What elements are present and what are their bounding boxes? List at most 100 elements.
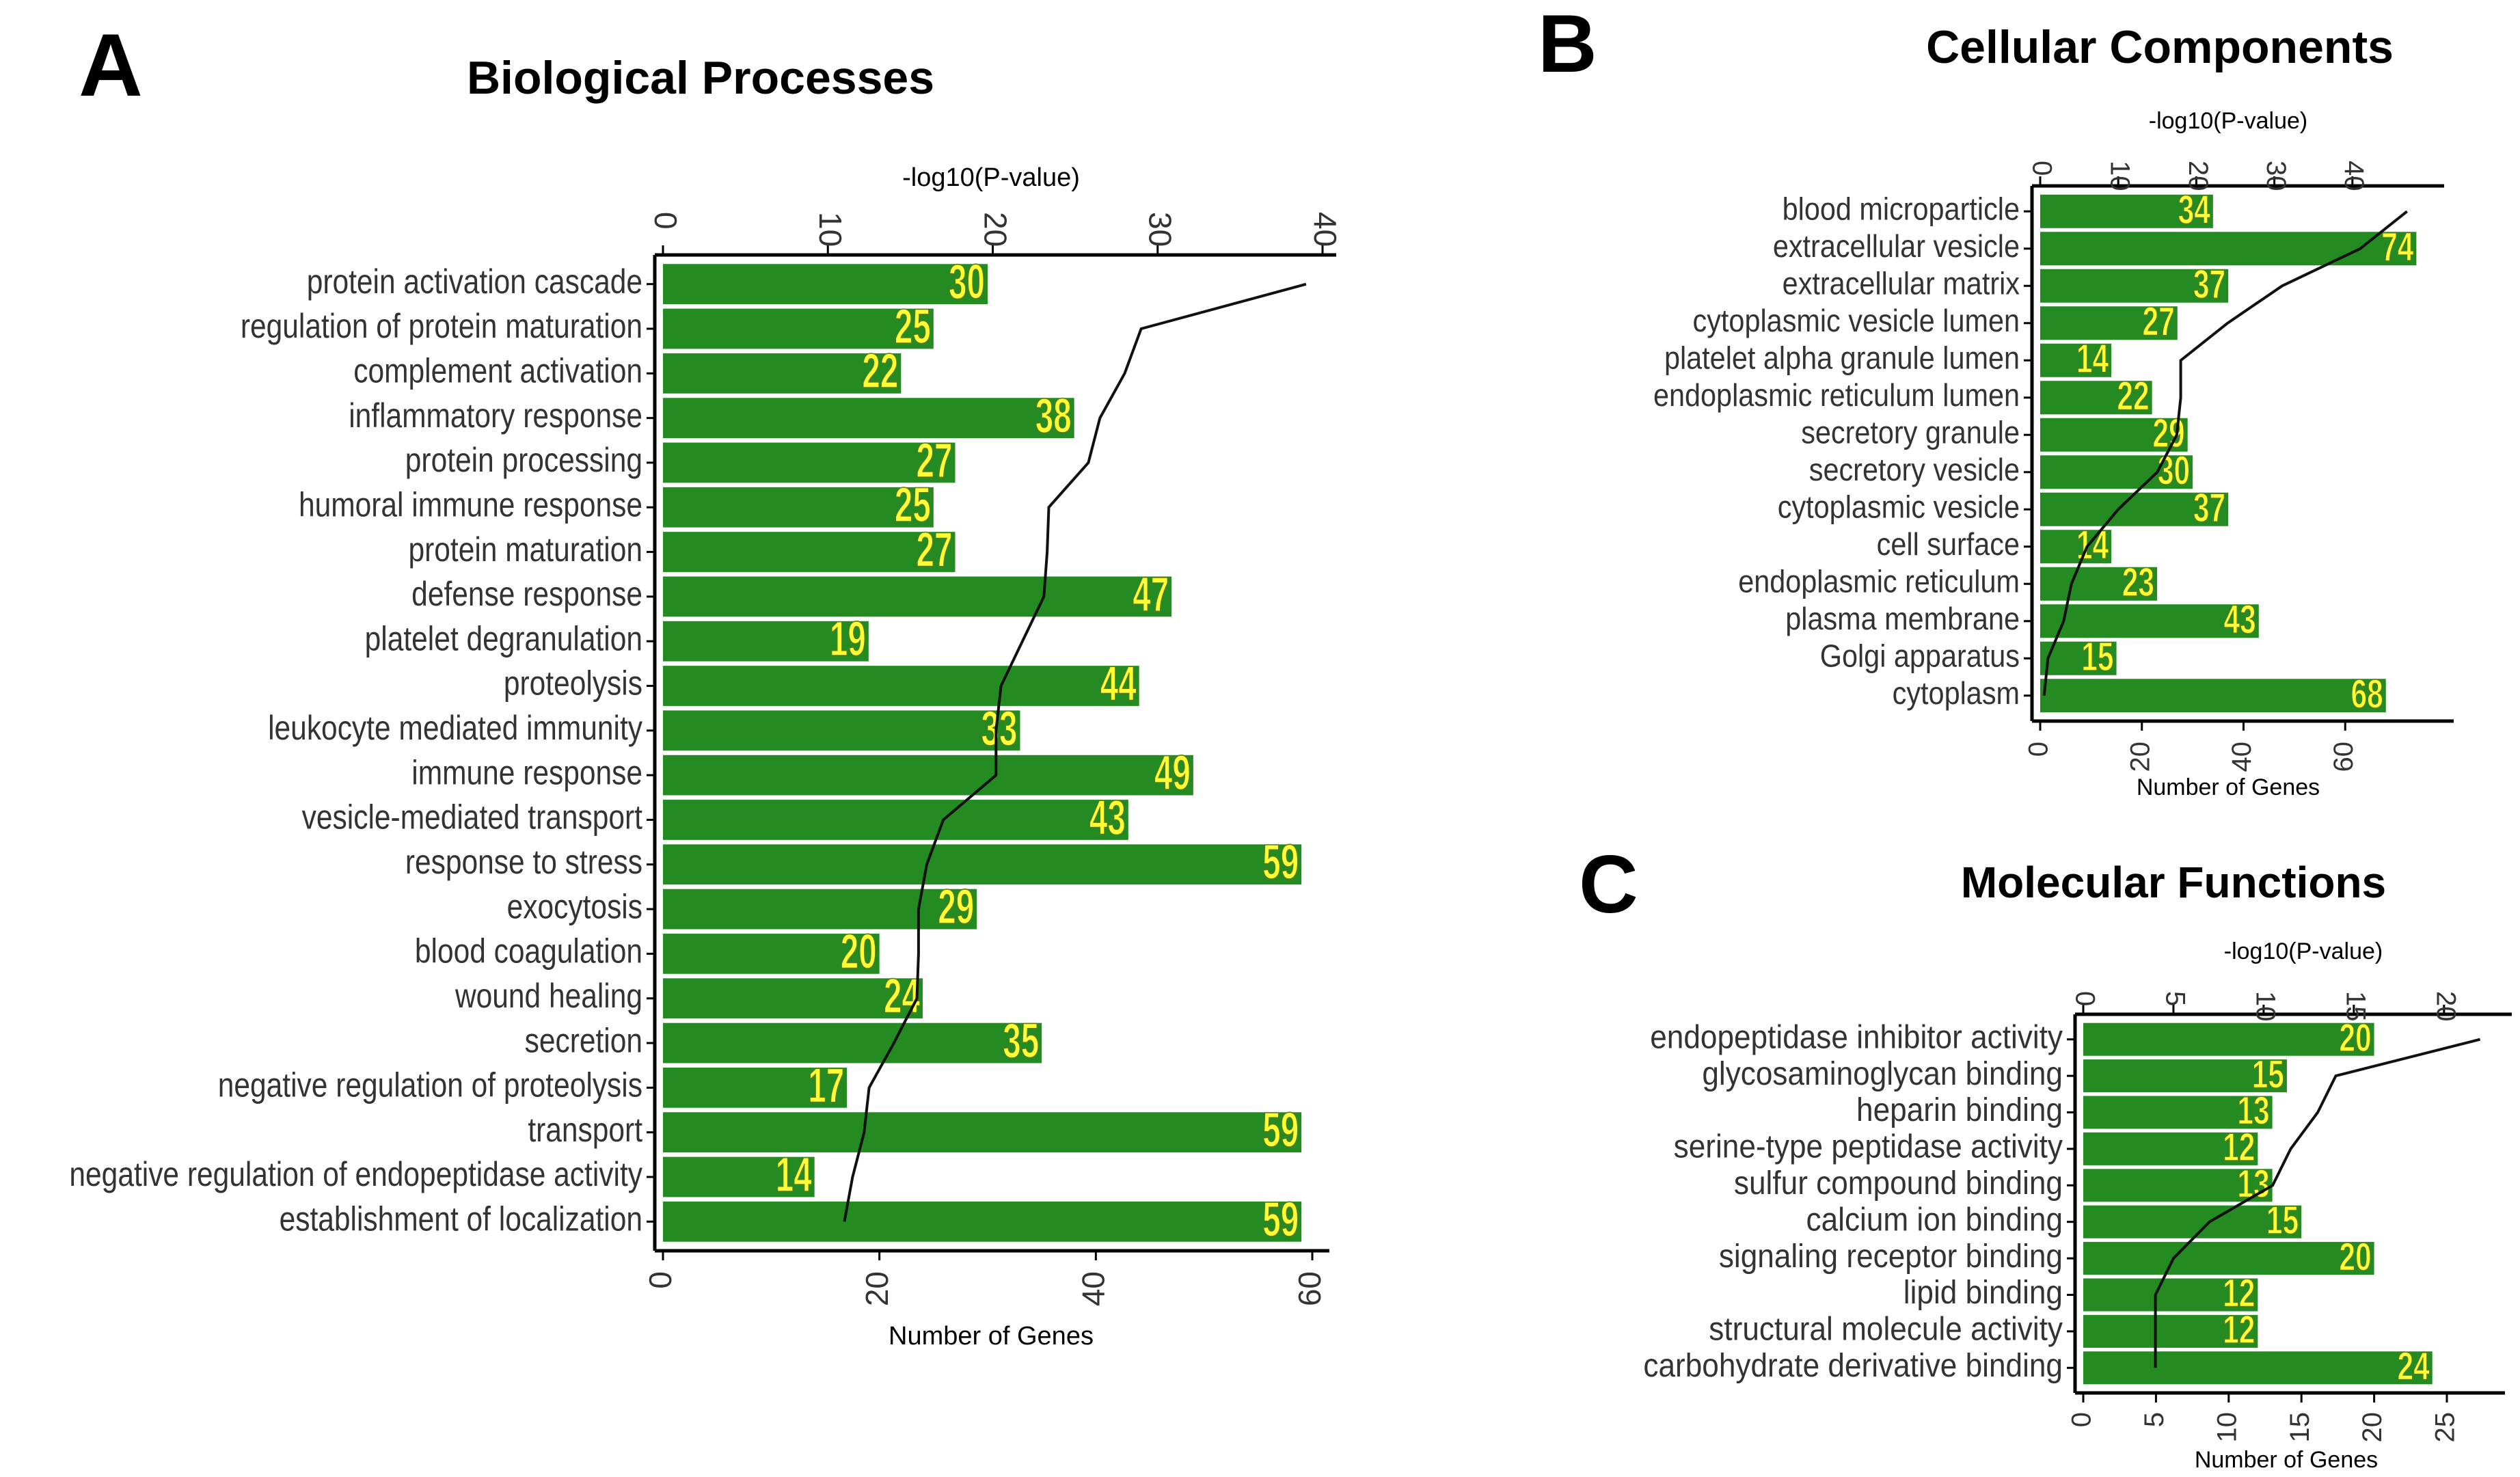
panel-a-bottom-tick-label: 60 — [1292, 1271, 1327, 1306]
panel-a-value-label: 27 — [917, 522, 953, 577]
panel-c-value-label: 12 — [2223, 1307, 2255, 1352]
panel-a-bar — [663, 1112, 1302, 1153]
panel-a-bar — [663, 1201, 1302, 1242]
panel-b-category-label: endoplasmic reticulum — [1738, 564, 2020, 599]
panel-b-category-label: plasma membrane — [1785, 601, 2020, 637]
panel-b-plot: blood microparticle 34 extracellular vesic… — [1653, 161, 2454, 772]
panel-c-bar — [2083, 1022, 2374, 1056]
panel-a-value-label: 22 — [862, 343, 898, 398]
panel-c-category-label: heparin binding — [1856, 1091, 2063, 1128]
panel-c-bottom-tick-label: 10 — [2212, 1412, 2242, 1443]
panel-c-top-axis-label: -log10(P-value) — [2224, 938, 2383, 964]
panel-b-bar — [2040, 455, 2193, 489]
panel-b-top-tick-label: 30 — [2261, 161, 2291, 191]
panel-a-value-label: 38 — [1035, 388, 1072, 443]
panel-a-bar — [663, 934, 880, 974]
panel-b-category-label: secretory granule — [1801, 415, 2020, 450]
panel-b-bar — [2040, 269, 2229, 303]
panel-a-category-label: immune response — [411, 753, 642, 791]
panel-b-bottom-tick-label: 0 — [2024, 742, 2054, 757]
panel-a-top-tick-label: 0 — [648, 212, 683, 230]
panel-a-category-label: defense response — [411, 575, 642, 613]
panel-c-bar — [2083, 1242, 2374, 1275]
panel-c-title: Molecular Functions — [1961, 858, 2386, 907]
panel-a-bar — [663, 398, 1074, 439]
panel-c-value-label: 20 — [2339, 1016, 2371, 1060]
panel-a-value-label: 47 — [1133, 567, 1169, 621]
panel-c-top-tick-label: 10 — [2250, 991, 2280, 1022]
panel-a-bar — [663, 621, 869, 662]
panel-c-value-label: 15 — [2266, 1198, 2299, 1243]
panel-a-bar — [663, 1067, 848, 1108]
panel-b-title: Cellular Components — [1926, 21, 2394, 73]
panel-a-value-label: 25 — [895, 477, 931, 532]
panel-b-value-label: 29 — [2152, 410, 2184, 456]
panel-b-top-tick-label: 40 — [2339, 161, 2369, 191]
panel-a-bar — [663, 800, 1128, 840]
panel-a-category-label: protein maturation — [409, 530, 642, 569]
panel-a-pvalue-line — [843, 282, 1307, 1222]
panel-c-category-label: sulfur compound binding — [1734, 1164, 2063, 1201]
panel-a-value-label: 49 — [1154, 745, 1191, 800]
panel-b-bar — [2040, 194, 2213, 228]
panel-b-value-label: 14 — [2076, 336, 2109, 381]
panel-c-category-label: signaling receptor binding — [1719, 1237, 2063, 1274]
panel-a-bar — [663, 666, 1139, 706]
panel-a-value-label: 35 — [1003, 1013, 1039, 1068]
panel-c-value-label: 12 — [2223, 1271, 2255, 1315]
panel-a-category-label: leukocyte mediated immunity — [268, 709, 643, 747]
panel-b-bar — [2040, 418, 2188, 452]
panel-a-bar — [663, 710, 1020, 751]
panel-a-value-label: 25 — [895, 299, 931, 353]
panel-a-title-box — [410, 34, 1148, 123]
panel-a-category-label: negative regulation of endopeptidase act… — [69, 1155, 642, 1193]
panel-c-value-label: 13 — [2237, 1088, 2269, 1133]
panel-b-category-label: cell surface — [1877, 527, 2020, 563]
panel-c-category-label: carbohydrate derivative binding — [1643, 1346, 2063, 1383]
panel-a-bar — [663, 1022, 1042, 1063]
panel-c-value-label: 15 — [2252, 1052, 2284, 1096]
panel-c-bottom-tick-label: 25 — [2430, 1412, 2461, 1443]
panel-c-value-label: 12 — [2223, 1125, 2255, 1169]
panel-a-value-label: 59 — [1262, 1102, 1299, 1157]
panel-b-title-box — [1873, 7, 2433, 103]
panel-a-category-label: protein processing — [405, 441, 642, 479]
panel-b-category-label: blood microparticle — [1783, 191, 2020, 227]
panel-c-top-tick-label: 5 — [2160, 991, 2190, 1006]
panel-b-bottom-tick-label: 60 — [2329, 742, 2359, 772]
panel-a-category-label: complement activation — [353, 351, 642, 390]
panel-a-letter: A — [79, 15, 143, 115]
panel-c-category-label: lipid binding — [1903, 1273, 2063, 1310]
panel-a-category-label: proteolysis — [504, 664, 642, 702]
panel-c-x-axis-label: Number of Genes — [2195, 1447, 2378, 1473]
panel-c-bottom-tick-label: 15 — [2285, 1412, 2315, 1443]
panel-a-bottom-tick-label: 40 — [1075, 1271, 1111, 1306]
panel-a-bar — [663, 442, 956, 483]
panel-c-bar — [2083, 1096, 2273, 1129]
panel-c-bar — [2083, 1169, 2273, 1202]
panel-b-bottom-tick-label: 20 — [2125, 742, 2155, 772]
panel-a-value-label: 44 — [1100, 656, 1137, 711]
panel-c-category-label: serine-type peptidase activity — [1674, 1128, 2063, 1165]
panel-c-bar — [2083, 1059, 2287, 1093]
panel-a-bar — [663, 308, 934, 349]
panel-b-letter: B — [1538, 0, 1597, 90]
panel-b-value-label: 37 — [2193, 261, 2225, 307]
panel-a-bar — [663, 532, 956, 572]
panel-c-category-label: endopeptidase inhibitor activity — [1650, 1018, 2063, 1055]
panel-b-value-label: 68 — [2350, 670, 2383, 716]
panel-a-category-label: blood coagulation — [415, 932, 642, 970]
panel-b-value-label: 22 — [2117, 372, 2149, 418]
panel-b-value-label: 23 — [2122, 559, 2154, 605]
panel-b-top-tick-label: 10 — [2105, 161, 2135, 191]
panel-b-x-axis-label: Number of Genes — [2137, 774, 2320, 800]
panel-c-pvalue-line — [2154, 1038, 2481, 1368]
panel-a-bar — [663, 487, 934, 528]
panel-a-bar — [663, 889, 977, 930]
panel-a-value-label: 29 — [938, 879, 974, 934]
panel-a-category-label: secretion — [525, 1021, 642, 1059]
panel-c-value-label: 20 — [2339, 1234, 2371, 1279]
panel-b-category-label: extracellular matrix — [1783, 266, 2020, 301]
panel-c-bar — [2083, 1314, 2258, 1348]
